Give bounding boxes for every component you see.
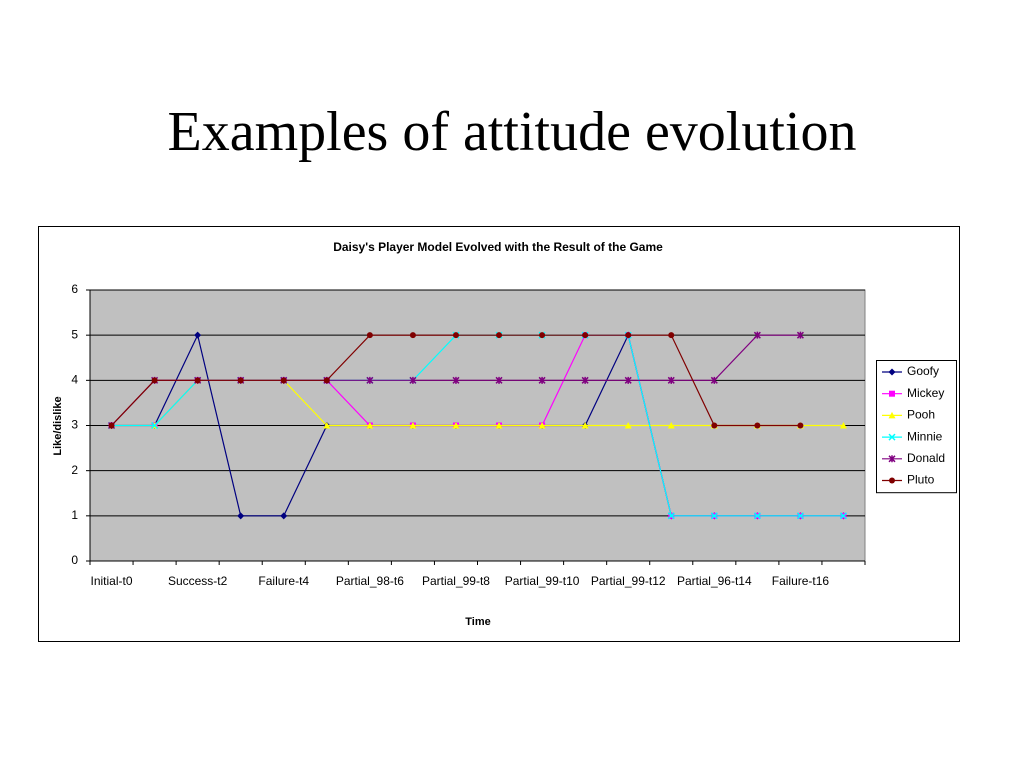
marker: [710, 376, 718, 384]
x-tick-label: Failure-t16: [772, 574, 830, 588]
marker: [625, 332, 632, 339]
marker: [280, 377, 287, 384]
y-tick-label: 6: [71, 282, 78, 296]
x-tick-label: Partial_99-t8: [422, 574, 490, 588]
marker: [366, 422, 374, 429]
marker: [888, 433, 896, 441]
marker: [889, 390, 895, 397]
marker: [753, 331, 761, 339]
marker: [753, 512, 761, 520]
marker: [496, 332, 503, 339]
chart-title: Daisy's Player Model Evolved with the Re…: [333, 240, 663, 254]
marker: [839, 512, 848, 520]
marker: [409, 332, 416, 339]
marker: [237, 512, 245, 520]
x-tick-label: Partial_99-t10: [505, 574, 580, 588]
marker: [280, 512, 288, 520]
marker: [754, 422, 761, 429]
marker: [495, 422, 503, 429]
y-tick-label: 5: [71, 327, 78, 341]
marker: [151, 377, 158, 384]
marker: [539, 332, 546, 339]
marker: [667, 422, 675, 429]
marker: [667, 376, 675, 384]
marker: [495, 376, 503, 384]
marker: [797, 422, 804, 429]
x-tick-label: Failure-t4: [258, 574, 309, 588]
marker: [538, 422, 546, 429]
x-tick-label: Partial_99-t12: [591, 574, 666, 588]
marker: [710, 512, 718, 520]
marker: [796, 331, 804, 339]
legend: [876, 360, 957, 494]
x-tick-label: Partial_98-t6: [336, 574, 404, 588]
marker: [323, 422, 331, 429]
y-tick-label: 1: [71, 508, 78, 522]
marker: [711, 422, 718, 429]
y-axis-label: Like/dislike: [52, 396, 64, 455]
x-tick-label: Initial-t0: [91, 574, 133, 588]
slide-title: Examples of attitude evolution: [168, 101, 857, 163]
marker: [839, 422, 847, 429]
legend-label: Pooh: [907, 408, 935, 422]
marker: [194, 331, 202, 339]
legend-label: Mickey: [907, 386, 944, 400]
marker: [409, 422, 417, 429]
y-tick-label: 2: [71, 463, 78, 477]
legend-label: Minnie: [907, 429, 943, 443]
marker: [323, 377, 330, 384]
marker: [409, 376, 417, 384]
marker: [194, 377, 201, 384]
marker: [366, 376, 374, 384]
marker: [538, 376, 546, 384]
legend-label: Pluto: [907, 473, 935, 487]
legend-label: Donald: [907, 451, 945, 465]
marker: [889, 477, 895, 484]
marker: [581, 422, 589, 429]
x-axis-label: Time: [465, 616, 490, 628]
marker: [667, 512, 675, 520]
marker: [452, 422, 460, 429]
legend-label: Goofy: [907, 364, 939, 378]
marker: [452, 332, 459, 339]
y-tick-label: 3: [71, 418, 78, 432]
marker: [366, 332, 373, 339]
marker: [668, 332, 675, 339]
marker: [796, 512, 804, 520]
marker: [581, 376, 589, 384]
marker: [624, 422, 632, 429]
marker: [151, 421, 159, 430]
marker: [452, 376, 460, 384]
marker: [888, 411, 896, 419]
y-tick-label: 0: [71, 553, 78, 567]
y-tick-label: 4: [71, 373, 78, 387]
series: [108, 332, 804, 429]
marker: [237, 377, 244, 384]
marker: [108, 422, 115, 429]
x-tick-label: Success-t2: [168, 574, 228, 588]
marker: [888, 368, 896, 376]
marker: [582, 332, 589, 339]
marker: [624, 376, 632, 384]
x-tick-label: Partial_96-t14: [677, 574, 752, 588]
marker: [888, 455, 896, 463]
